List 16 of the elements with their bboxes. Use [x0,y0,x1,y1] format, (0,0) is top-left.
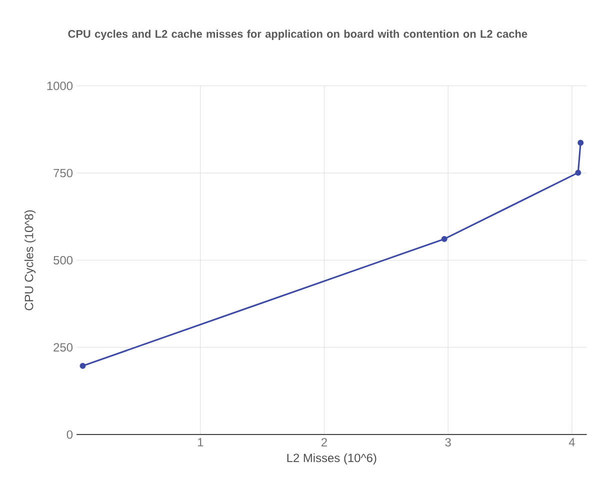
x-tick-label: 1 [198,438,204,446]
y-tick-label: 250 [54,343,73,352]
x-axis-title: L2 Misses (10^6) [287,453,376,464]
y-tick-label: 1000 [47,82,73,90]
y-axis-title: CPU Cycles (10^8) [24,210,36,310]
x-tick-label: 2 [322,438,327,446]
y-tick-label: 500 [54,256,73,264]
point [80,362,86,369]
y-tick-label: 750 [54,168,73,178]
point [578,140,584,146]
x-tick-label: 4 [568,438,575,446]
point [441,236,448,242]
chart-title: CPU cycles and L2 cache misses for application on board with contention on L2 cache [68,30,528,40]
y-tick-label: 0 [66,430,73,439]
x-tick-label: 3 [445,438,451,446]
point [575,170,582,176]
